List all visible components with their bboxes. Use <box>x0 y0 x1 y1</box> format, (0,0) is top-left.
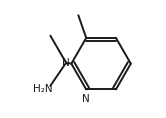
Text: N: N <box>82 94 90 104</box>
Text: H₂N: H₂N <box>33 84 53 94</box>
Text: N: N <box>62 58 70 68</box>
